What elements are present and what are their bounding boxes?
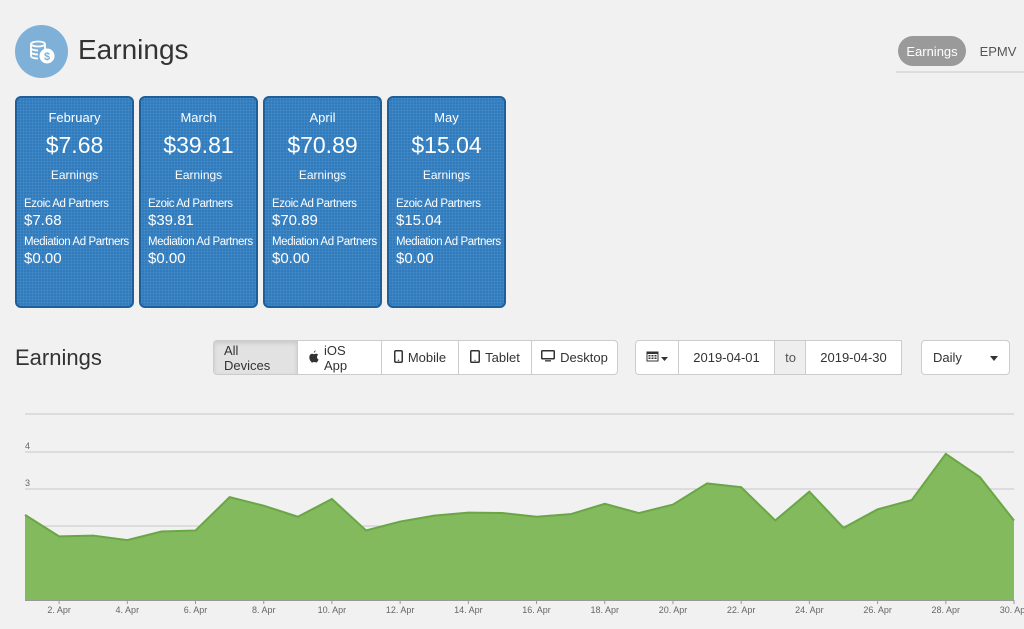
desktop-icon bbox=[541, 350, 556, 365]
x-tick-label: 14. Apr bbox=[454, 605, 483, 615]
tablet-icon bbox=[470, 349, 481, 366]
epmv-toggle-button[interactable]: EPMV bbox=[979, 43, 1017, 59]
month-card-march[interactable]: March $39.81 Earnings Ezoic Ad Partners … bbox=[139, 96, 258, 308]
ezoic-partners-value: $39.81 bbox=[148, 212, 194, 229]
card-month: May bbox=[434, 110, 459, 125]
x-tick-label: 18. Apr bbox=[590, 605, 619, 615]
card-sublabel: Earnings bbox=[298, 168, 347, 182]
month-card-may[interactable]: May $15.04 Earnings Ezoic Ad Partners $1… bbox=[387, 96, 506, 308]
area-series-fill bbox=[25, 453, 1014, 600]
start-date-input[interactable]: 2019-04-01 bbox=[678, 340, 775, 375]
x-tick-label: 6. Apr bbox=[184, 605, 208, 615]
x-tick-label: 26. Apr bbox=[863, 605, 892, 615]
mediation-partners-value: $0.00 bbox=[272, 250, 310, 267]
mobile-label: Mobile bbox=[407, 350, 447, 365]
mediation-partners-label: Mediation Ad Partners bbox=[148, 236, 253, 248]
x-tick-label: 22. Apr bbox=[727, 605, 756, 615]
x-tick-label: 12. Apr bbox=[386, 605, 415, 615]
end-date-input[interactable]: 2019-04-30 bbox=[805, 340, 902, 375]
card-month: March bbox=[180, 110, 217, 125]
month-card-april[interactable]: April $70.89 Earnings Ezoic Ad Partners … bbox=[263, 96, 382, 308]
tablet-label: Tablet bbox=[485, 350, 520, 365]
card-month: February bbox=[48, 110, 101, 125]
x-tick-label: 2. Apr bbox=[47, 605, 71, 615]
mediation-partners-value: $0.00 bbox=[24, 250, 62, 267]
ezoic-partners-label: Ezoic Ad Partners bbox=[24, 198, 109, 210]
x-tick-label: 28. Apr bbox=[932, 605, 961, 615]
coins-dollar-icon: $ bbox=[15, 25, 68, 78]
mediation-partners-value: $0.00 bbox=[148, 250, 186, 267]
mediation-partners-label: Mediation Ad Partners bbox=[24, 236, 129, 248]
mobile-icon bbox=[393, 349, 403, 366]
ios-app-button[interactable]: iOS App bbox=[297, 341, 381, 374]
chevron-down-icon bbox=[990, 356, 998, 361]
month-card-february[interactable]: February $7.68 Earnings Ezoic Ad Partner… bbox=[15, 96, 134, 308]
area-series-line bbox=[24, 452, 1015, 542]
calendar-dropdown-button[interactable] bbox=[635, 340, 679, 375]
card-amount: $39.81 bbox=[163, 132, 234, 158]
x-tick-label: 24. Apr bbox=[795, 605, 824, 615]
date-range-to-label: to bbox=[775, 340, 806, 375]
calendar-icon bbox=[646, 349, 659, 367]
toggle-underline bbox=[896, 71, 1024, 73]
all-devices-label: All Devices bbox=[224, 342, 271, 373]
y-tick-label: 4 bbox=[25, 441, 30, 451]
card-amount: $15.04 bbox=[411, 132, 482, 158]
card-amount: $70.89 bbox=[287, 132, 358, 158]
mediation-partners-label: Mediation Ad Partners bbox=[396, 236, 501, 248]
x-tick-label: 30. Apr bbox=[1000, 605, 1024, 615]
tablet-button[interactable]: Tablet bbox=[458, 341, 531, 374]
ezoic-partners-label: Ezoic Ad Partners bbox=[396, 198, 481, 210]
interval-selected-value: Daily bbox=[933, 350, 962, 365]
ezoic-partners-value: $7.68 bbox=[24, 212, 62, 229]
apple-icon bbox=[308, 350, 319, 366]
card-amount: $7.68 bbox=[45, 132, 104, 158]
y-tick-label: 3 bbox=[25, 478, 30, 488]
x-tick-label: 20. Apr bbox=[659, 605, 688, 615]
x-tick-label: 8. Apr bbox=[252, 605, 276, 615]
page-title: Earnings bbox=[78, 34, 189, 65]
svg-text:$: $ bbox=[43, 51, 49, 63]
ios-app-label: iOS App bbox=[324, 342, 348, 373]
ezoic-partners-label: Ezoic Ad Partners bbox=[272, 198, 357, 210]
chevron-down-icon bbox=[661, 349, 668, 367]
earnings-toggle-button[interactable]: Earnings bbox=[898, 36, 966, 66]
desktop-button[interactable]: Desktop bbox=[531, 341, 617, 374]
ezoic-partners-value: $15.04 bbox=[396, 212, 442, 229]
x-tick-label: 10. Apr bbox=[318, 605, 347, 615]
chart-section-title: Earnings bbox=[15, 345, 102, 370]
ezoic-partners-value: $70.89 bbox=[272, 212, 318, 229]
mediation-partners-value: $0.00 bbox=[396, 250, 434, 267]
interval-select[interactable]: Daily bbox=[921, 340, 1010, 375]
mobile-button[interactable]: Mobile bbox=[381, 341, 458, 374]
x-tick-label: 16. Apr bbox=[522, 605, 551, 615]
card-sublabel: Earnings bbox=[422, 168, 471, 182]
card-sublabel: Earnings bbox=[50, 168, 99, 182]
all-devices-button[interactable]: All Devices bbox=[214, 341, 297, 374]
ezoic-partners-label: Ezoic Ad Partners bbox=[148, 198, 233, 210]
desktop-label: Desktop bbox=[560, 350, 608, 365]
x-tick-label: 4. Apr bbox=[116, 605, 140, 615]
card-sublabel: Earnings bbox=[174, 168, 223, 182]
mediation-partners-label: Mediation Ad Partners bbox=[272, 236, 377, 248]
card-month: April bbox=[309, 110, 336, 125]
device-filter-group: All Devices iOS App Mobile Tablet Deskto… bbox=[213, 340, 618, 375]
